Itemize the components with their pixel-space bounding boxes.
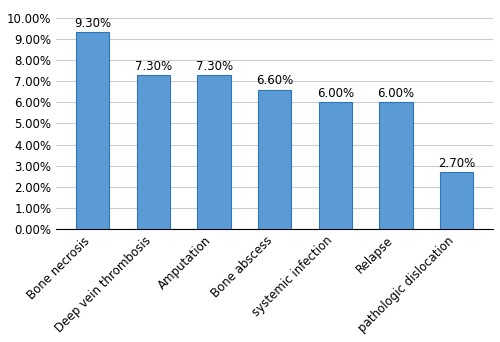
- Text: 6.60%: 6.60%: [256, 75, 294, 88]
- Bar: [379, 102, 412, 229]
- Text: 6.00%: 6.00%: [316, 87, 354, 100]
- Bar: [258, 90, 292, 229]
- Bar: [198, 75, 230, 229]
- Text: 6.00%: 6.00%: [378, 87, 414, 100]
- Text: 2.70%: 2.70%: [438, 157, 475, 170]
- Text: 7.30%: 7.30%: [196, 60, 232, 73]
- Text: 9.30%: 9.30%: [74, 17, 112, 30]
- Bar: [137, 75, 170, 229]
- Bar: [76, 32, 110, 229]
- Bar: [318, 102, 352, 229]
- Text: 7.30%: 7.30%: [135, 60, 172, 73]
- Bar: [440, 172, 473, 229]
